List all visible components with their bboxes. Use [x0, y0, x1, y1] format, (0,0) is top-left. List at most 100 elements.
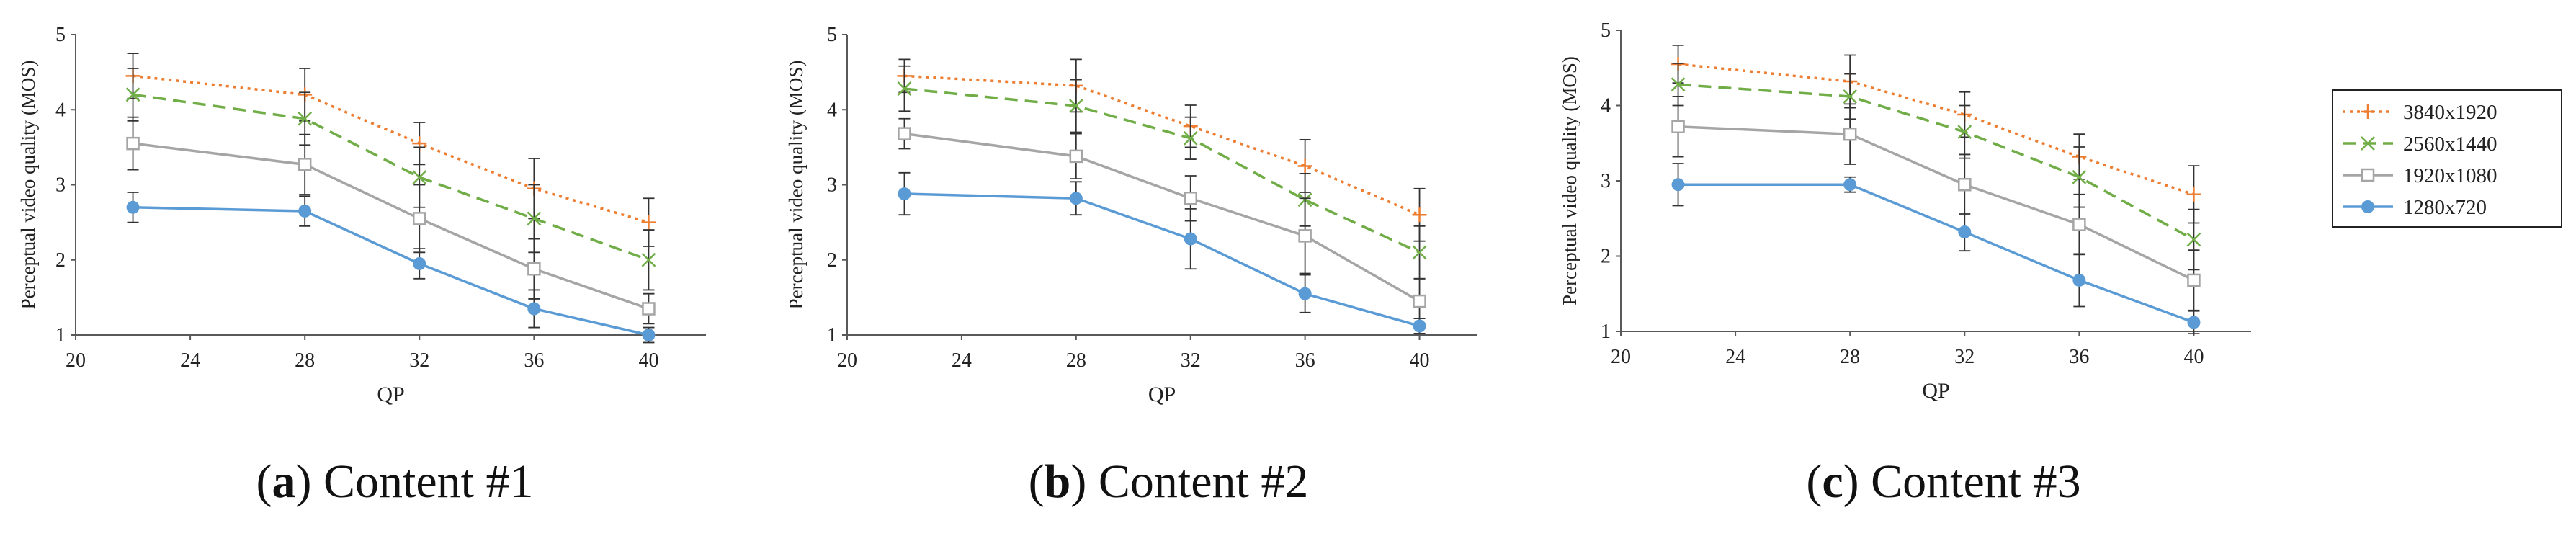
x-tick-label: 24: [1725, 346, 1745, 368]
series-line: [133, 93, 650, 262]
legend-label: 3840x1920: [2403, 101, 2497, 124]
data-point: [641, 215, 656, 230]
x-axis-label: QP: [1922, 379, 1949, 403]
y-tick-label: 2: [827, 249, 837, 272]
data-point: [2187, 316, 2201, 329]
data-point: [1413, 294, 1426, 308]
x-tick-label: 20: [837, 349, 857, 372]
legend-label: 2560x1440: [2403, 133, 2497, 156]
x-tick-label: 32: [1181, 349, 1201, 372]
legend-item: 3840x1920: [2343, 101, 2497, 124]
series-line: [904, 74, 1421, 216]
data-point: [412, 170, 427, 184]
y-tick-label: 5: [1601, 19, 1611, 42]
series-1920x1080: [126, 116, 656, 325]
data-point: [527, 302, 541, 316]
series-line: [1678, 83, 2195, 241]
chart-panel: 1 2 3 4 5 20 24 28 32 36 40 QP Perceptual video qual…: [785, 24, 1477, 508]
legend-marker: [2361, 104, 2375, 119]
x-tick-label: 24: [952, 349, 972, 372]
data-point: [1843, 178, 1857, 192]
series-1280x720: [1671, 163, 2201, 335]
series-1920x1080: [898, 117, 1426, 325]
x-tick-label: 36: [2069, 346, 2089, 368]
x-tick-label: 28: [1066, 349, 1086, 372]
y-tick-label: 2: [1601, 246, 1611, 268]
data-point: [1298, 229, 1312, 243]
data-point: [1184, 192, 1197, 205]
data-point: [1671, 178, 1685, 192]
data-point: [641, 252, 656, 267]
series-line: [904, 192, 1421, 328]
data-point: [1069, 149, 1083, 164]
series-line: [1678, 125, 2195, 282]
series-line: [1678, 63, 2195, 196]
data-point: [1069, 192, 1083, 205]
data-point: [2072, 169, 2087, 184]
data-point: [2186, 187, 2201, 202]
data-point: [1412, 207, 1427, 223]
data-point: [1671, 120, 1685, 134]
legend-item: 2560x1440: [2343, 133, 2497, 156]
data-point: [413, 256, 426, 270]
y-tick-label: 4: [55, 99, 66, 121]
panel-caption: (a) Content #1: [256, 455, 534, 508]
data-point: [413, 212, 426, 225]
y-tick-label: 3: [827, 174, 837, 197]
series-2560x1440: [1671, 63, 2201, 271]
data-point: [2072, 273, 2086, 287]
x-tick-label: 40: [2183, 346, 2204, 368]
series-1280x720: [898, 171, 1426, 334]
x-tick-label: 32: [1954, 346, 1975, 368]
data-point: [2072, 218, 2086, 231]
series-line: [133, 142, 650, 311]
y-axis-label: Perceptual video quality (MOS): [17, 61, 39, 310]
x-tick-label: 24: [180, 349, 200, 372]
data-point: [1412, 245, 1427, 260]
data-point: [642, 329, 656, 341]
y-tick-label: 1: [1601, 321, 1611, 343]
y-tick-label: 5: [55, 24, 66, 46]
data-point: [898, 127, 911, 140]
x-tick-label: 40: [1410, 349, 1430, 372]
data-point: [126, 200, 140, 214]
panel-caption: (c) Content #3: [1806, 455, 2080, 508]
series-1920x1080: [1671, 96, 2201, 311]
x-tick-label: 20: [1611, 346, 1631, 368]
x-axis-label: QP: [1148, 383, 1176, 406]
x-tick-label: 28: [295, 349, 315, 372]
series-1280x720: [126, 192, 656, 344]
data-point: [642, 302, 656, 316]
series-line: [133, 206, 649, 336]
data-point: [1843, 89, 1858, 104]
x-tick-label: 20: [66, 349, 86, 372]
y-tick-label: 3: [1601, 170, 1611, 192]
data-point: [897, 81, 912, 96]
data-point: [527, 211, 542, 226]
data-point: [1958, 225, 1972, 239]
y-tick-label: 1: [827, 324, 837, 347]
series-2560x1440: [897, 65, 1427, 280]
chart-panel: 1 2 3 4 5 20 24 28 32 36 40 QP Perceptual video qual…: [1559, 19, 2251, 508]
x-tick-label: 40: [638, 349, 658, 372]
y-axis-label: Perceptual video quality (MOS): [1559, 56, 1580, 305]
data-point: [1298, 287, 1312, 300]
data-point: [1297, 158, 1312, 174]
y-tick-label: 4: [1601, 95, 1611, 117]
legend-item: 1280x720: [2343, 196, 2487, 219]
data-point: [126, 136, 140, 151]
data-point: [2186, 232, 2201, 247]
panel-caption: (b) Content #2: [1029, 455, 1309, 508]
data-point: [125, 87, 140, 102]
y-tick-label: 2: [55, 249, 66, 272]
data-point: [1958, 177, 1972, 192]
data-point: [1671, 77, 1686, 92]
data-point: [898, 187, 911, 201]
data-point: [1957, 125, 1972, 139]
legend-label: 1920x1080: [2403, 164, 2497, 187]
x-tick-label: 36: [1295, 349, 1315, 372]
data-point: [1068, 99, 1083, 113]
y-tick-label: 3: [55, 174, 66, 197]
data-point: [1183, 130, 1198, 146]
